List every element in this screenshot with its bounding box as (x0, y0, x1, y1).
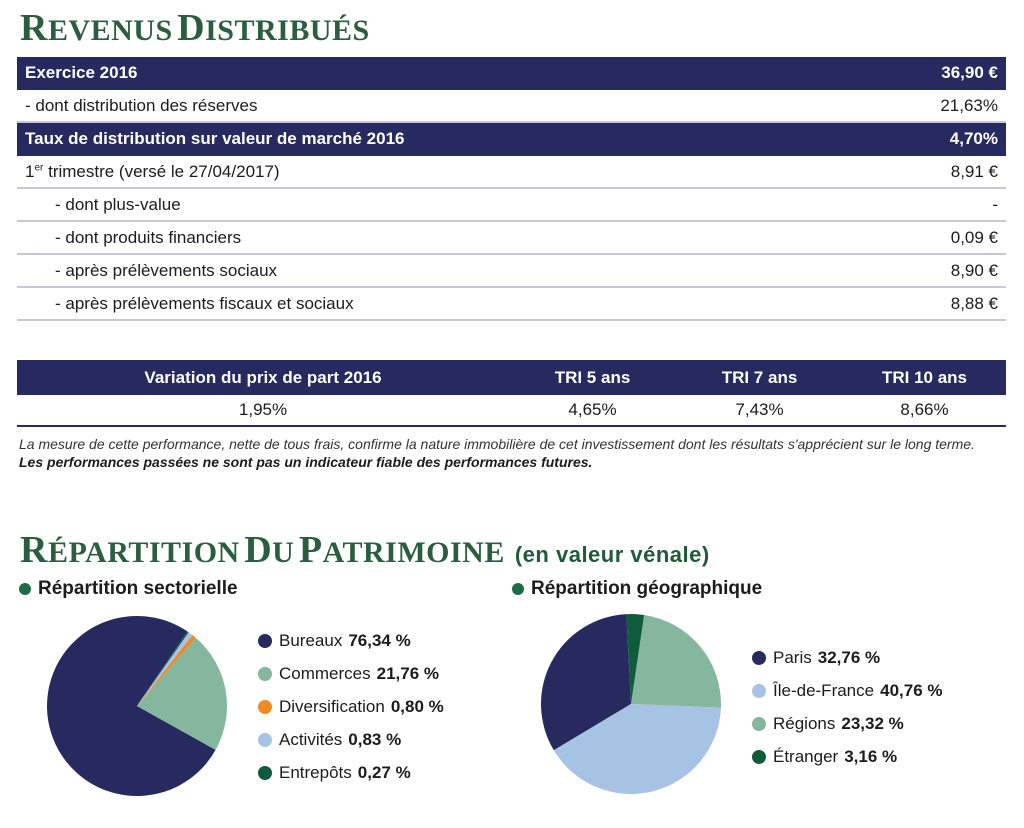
legend-dot-icon (752, 749, 766, 764)
revenus-row-label: Taux de distribution sur valeur de march… (17, 122, 851, 156)
revenus-row-value: - (850, 188, 1006, 222)
perf-header-tri10: TRI 10 ans (843, 360, 1006, 395)
legend-value: 3,16 % (844, 746, 898, 766)
perf-value-tri5: 4,65% (509, 395, 676, 427)
revenus-row-value: 4,70% (850, 122, 1006, 156)
patrimoine-subtitle: (en valeur vénale) (514, 542, 710, 567)
revenus-row-label: - dont plus-value (17, 188, 851, 222)
performance-note: La mesure de cette performance, nette de… (19, 435, 1009, 471)
revenus-row-value: 8,88 € (850, 287, 1006, 321)
revenus-title-text: REVENUS DISTRIBUÉS (20, 7, 370, 49)
revenus-title: REVENUS DISTRIBUÉS (20, 6, 370, 50)
patrimoine-title: RÉPARTITION DU PATRIMOINE (en valeur véna… (20, 528, 710, 572)
revenus-row-label: - après prélèvements sociaux (17, 254, 851, 288)
legend-value: 40,76 % (880, 680, 943, 700)
revenus-row-value: 36,90 € (850, 57, 1006, 90)
legend-item: Diversification 0,80 % (258, 690, 444, 723)
legend-dot-icon (258, 732, 272, 747)
perf-header-variation: Variation du prix de part 2016 (17, 360, 509, 395)
revenus-row: - dont distribution des réserves 21,63% (17, 89, 1006, 123)
legend-label: Paris (773, 647, 812, 667)
revenus-row: 1er trimestre (versé le 27/04/2017) 8,91 … (17, 155, 1006, 189)
legend-item: Île-de-France 40,76 % (752, 674, 943, 707)
pie-slice-diversification (137, 635, 196, 706)
revenus-row: - dont produits financiers 0,09 € (17, 221, 1006, 255)
perf-header-tri5: TRI 5 ans (509, 360, 676, 395)
legend-value: 76,34 % (348, 630, 411, 650)
legend-value: 23,32 % (841, 713, 904, 733)
sectorielle-pie-chart (47, 616, 227, 796)
revenus-row: - dont plus-value - (17, 188, 1006, 222)
pie-slice-bureaux (47, 616, 216, 796)
revenus-row: Taux de distribution sur valeur de march… (17, 122, 1006, 156)
bullet-icon (19, 582, 31, 595)
patrimoine-title-text: RÉPARTITION DU PATRIMOINE (20, 529, 505, 571)
legend-dot-icon (752, 716, 766, 731)
legend-label: Diversification (279, 696, 385, 716)
legend-value: 32,76 % (817, 647, 881, 667)
revenus-row-value: 8,90 € (850, 254, 1006, 288)
bullet-icon (512, 582, 524, 595)
pie-slice-étranger (626, 614, 645, 704)
pie-slice-île-de-france (553, 704, 721, 794)
performance-note-text: La mesure de cette performance, nette de… (19, 436, 975, 452)
pie-slice-activités (137, 632, 193, 706)
perf-value-variation: 1,95% (17, 395, 509, 427)
pie-slice-commerces (137, 637, 227, 750)
legend-item: Entrepôts 0,27 % (258, 756, 444, 789)
revenus-row-value: 8,91 € (850, 155, 1006, 189)
geographique-label: Répartition géographique (531, 578, 763, 599)
perf-values-row: 1,95% 4,65% 7,43% 8,66% (17, 395, 1006, 427)
legend-value: 0,27 % (357, 762, 411, 782)
revenus-row-label: Exercice 2016 (17, 57, 851, 90)
pie-slice-régions (631, 614, 721, 708)
geographique-heading: Répartition géographique (512, 578, 762, 600)
legend-dot-icon (752, 683, 766, 698)
revenus-row-value: 0,09 € (850, 221, 1006, 255)
revenus-row: - après prélèvements sociaux 8,90 € (17, 254, 1006, 288)
sectorielle-legend: Bureaux 76,34 % Commerces 21,76 % Diversific… (258, 624, 444, 789)
sectorielle-heading: Répartition sectorielle (19, 578, 238, 600)
legend-label: Bureaux (279, 630, 343, 650)
revenus-row-label: - dont produits financiers (17, 221, 851, 255)
legend-value: 0,83 % (348, 729, 402, 749)
legend-item: Paris 32,76 % (752, 641, 943, 674)
revenus-row-value: 21,63% (850, 89, 1006, 123)
pie-slice-entrepôts (137, 631, 189, 706)
legend-dot-icon (258, 633, 272, 648)
legend-label: Entrepôts (279, 762, 352, 782)
geographique-pie-chart (541, 614, 721, 794)
legend-value: 21,76 % (376, 663, 440, 683)
revenus-table: Exercice 2016 36,90 € - dont distribution … (17, 57, 1006, 321)
revenus-row: Exercice 2016 36,90 € (17, 57, 1006, 90)
legend-item: Activités 0,83 % (258, 723, 444, 756)
sectorielle-label: Répartition sectorielle (38, 578, 238, 599)
legend-dot-icon (258, 765, 272, 780)
performance-warning: Les performances passées ne sont pas un … (19, 454, 593, 470)
perf-value-tri7: 7,43% (676, 395, 843, 427)
perf-value-tri10: 8,66% (843, 395, 1006, 427)
revenus-row-label: - dont distribution des réserves (17, 89, 851, 123)
legend-label: Activités (279, 729, 343, 749)
legend-item: Régions 23,32 % (752, 707, 943, 740)
legend-value: 0,80 % (390, 696, 444, 716)
legend-dot-icon (752, 650, 766, 665)
legend-item: Commerces 21,76 % (258, 657, 444, 690)
revenus-row-label: 1er trimestre (versé le 27/04/2017) (17, 155, 851, 189)
legend-item: Bureaux 76,34 % (258, 624, 444, 657)
perf-header-tri7: TRI 7 ans (676, 360, 843, 395)
legend-dot-icon (258, 699, 272, 714)
legend-label: Commerces (279, 663, 371, 683)
legend-label: Étranger (773, 746, 839, 766)
geographique-legend: Paris 32,76 % Île-de-France 40,76 % Régions 2… (752, 641, 943, 773)
legend-dot-icon (258, 666, 272, 681)
performance-table: Variation du prix de part 2016 TRI 5 ans… (17, 360, 1006, 427)
legend-label: Île-de-France (773, 680, 875, 700)
revenus-row: - après prélèvements fiscaux et sociaux 8… (17, 287, 1006, 321)
revenus-row-label: - après prélèvements fiscaux et sociaux (17, 287, 851, 321)
legend-label: Régions (773, 713, 836, 733)
legend-item: Étranger 3,16 % (752, 740, 943, 773)
pie-slice-paris (541, 614, 631, 751)
